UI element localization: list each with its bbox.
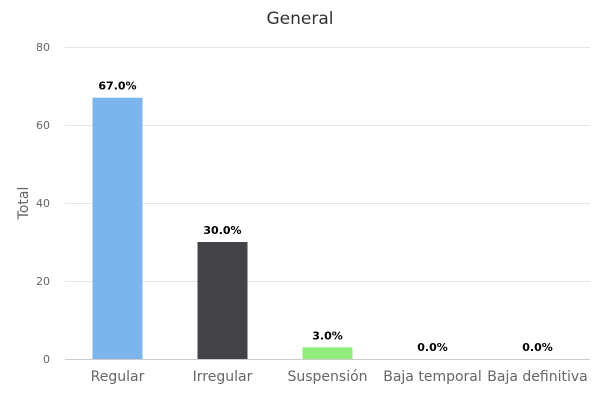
x-tick-label-2: Suspensión xyxy=(287,369,367,385)
x-axis-ticks: Regular Irregular Suspensión Baja temporal B… xyxy=(91,369,588,385)
x-tick-label-0: Regular xyxy=(91,369,145,385)
data-labels: 67.0% 30.0% 3.0% 0.0% 0.0% xyxy=(98,80,552,354)
data-label-2: 3.0% xyxy=(312,329,343,342)
y-tick-label: 60 xyxy=(36,119,50,132)
y-tick-label: 80 xyxy=(36,41,50,54)
y-tick-label: 40 xyxy=(36,197,50,210)
x-tick-label-1: Irregular xyxy=(193,369,253,385)
bars xyxy=(92,97,353,359)
data-label-0: 67.0% xyxy=(98,80,136,93)
y-tick-label: 20 xyxy=(36,275,50,288)
data-label-1: 30.0% xyxy=(203,224,241,237)
bar-2[interactable] xyxy=(302,347,353,359)
bar-0[interactable] xyxy=(92,97,143,359)
grid-lines xyxy=(65,47,590,282)
y-axis-label: Total xyxy=(16,187,32,221)
data-label-3: 0.0% xyxy=(417,341,448,354)
data-label-4: 0.0% xyxy=(522,341,553,354)
x-tick-label-4: Baja definitiva xyxy=(487,369,587,385)
bar-1[interactable] xyxy=(197,242,248,359)
y-axis-ticks: 0 20 40 60 80 xyxy=(36,41,50,366)
y-tick-label: 0 xyxy=(43,353,50,366)
chart-title: General xyxy=(267,9,334,29)
x-tick-label-3: Baja temporal xyxy=(383,369,482,385)
